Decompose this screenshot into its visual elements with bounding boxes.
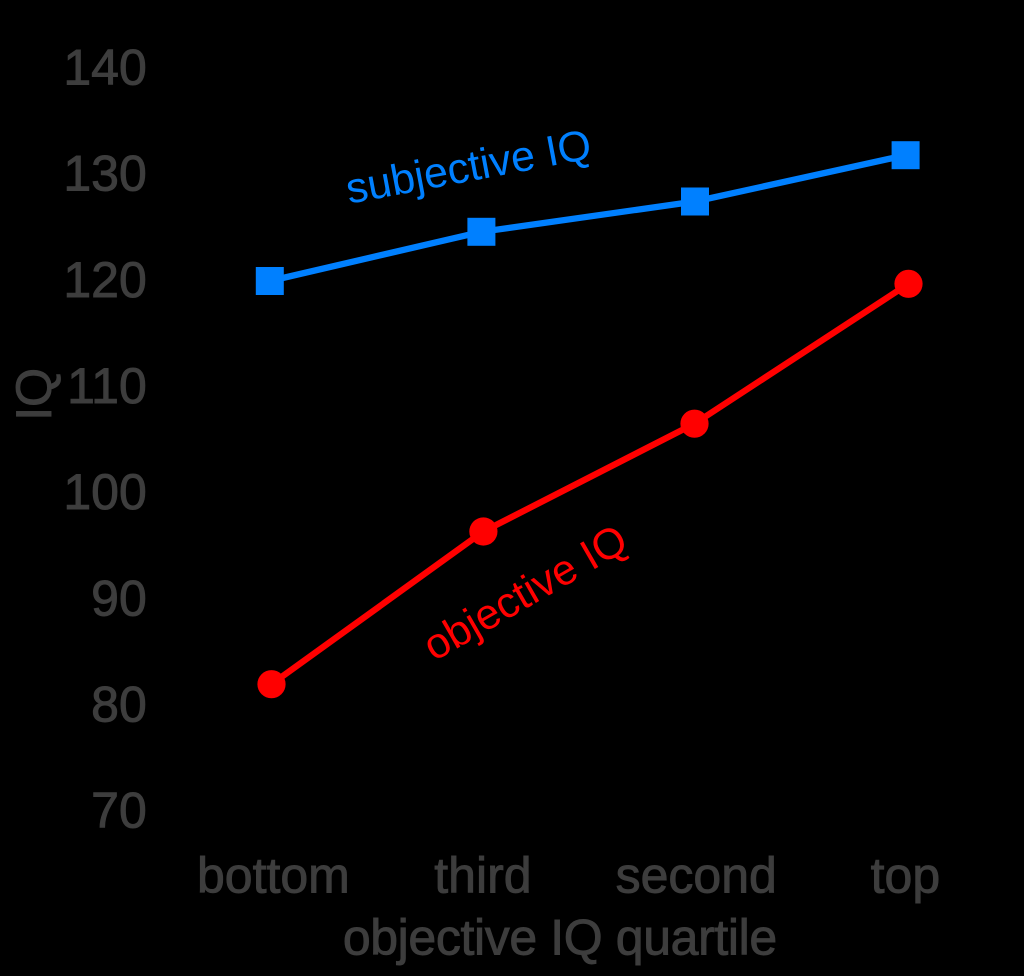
svg-text:140: 140 bbox=[63, 40, 146, 96]
svg-text:90: 90 bbox=[91, 570, 147, 626]
svg-text:IQ: IQ bbox=[6, 368, 62, 421]
svg-text:110: 110 bbox=[67, 358, 147, 414]
svg-text:130: 130 bbox=[63, 146, 146, 202]
svg-text:bottom: bottom bbox=[197, 847, 350, 903]
svg-text:70: 70 bbox=[91, 783, 147, 839]
svg-text:100: 100 bbox=[63, 464, 146, 520]
svg-text:top: top bbox=[871, 847, 941, 903]
svg-text:objective IQ quartile: objective IQ quartile bbox=[343, 909, 777, 965]
svg-text:120: 120 bbox=[63, 252, 146, 308]
svg-text:second: second bbox=[616, 847, 777, 903]
svg-text:80: 80 bbox=[91, 677, 147, 733]
svg-text:third: third bbox=[434, 847, 531, 903]
